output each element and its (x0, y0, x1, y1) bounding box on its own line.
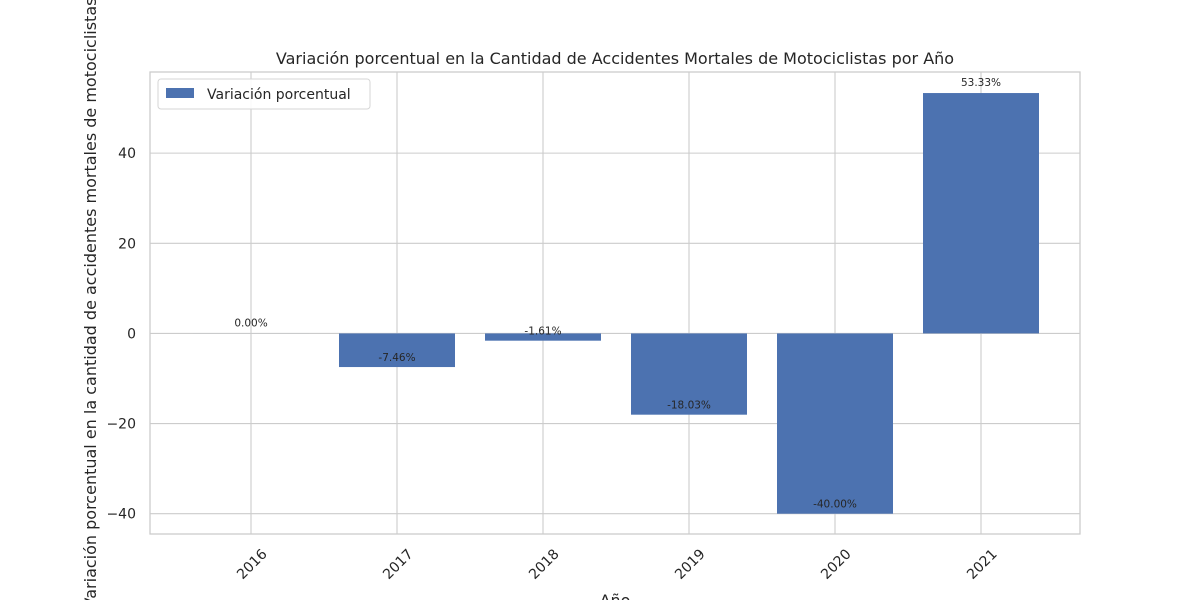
bar-label-2019: -18.03% (667, 400, 711, 412)
bar-2019 (631, 333, 747, 415)
bar-2020 (777, 333, 893, 514)
bar-2017 (339, 333, 455, 368)
y-tick-label: −40 (106, 507, 136, 523)
y-tick-label: 40 (118, 146, 136, 162)
x-tick-label-2016: 2016 (234, 546, 271, 583)
x-tick-label-2021: 2021 (964, 546, 1001, 583)
y-tick-label: 0 (127, 326, 136, 342)
chart-title: Variación porcentual en la Cantidad de A… (276, 49, 954, 68)
bars (193, 93, 1039, 514)
bar-label-2017: -7.46% (378, 352, 415, 364)
y-tick-labels: −40 −20 0 20 40 (106, 146, 136, 523)
y-axis-label: Variación porcentual en la cantidad de a… (81, 0, 100, 600)
bar-2021 (923, 93, 1039, 334)
x-axis-label: Año (600, 591, 631, 600)
x-tick-label-2019: 2019 (672, 546, 709, 583)
y-tick-label: 20 (118, 236, 136, 252)
bar-label-2020: -40.00% (813, 499, 857, 511)
legend: Variación porcentual (157, 78, 371, 110)
bar-label-2018: -1.61% (524, 326, 561, 338)
bar-label-2016: 0.00% (234, 317, 267, 329)
bar-2018 (485, 333, 601, 341)
x-tick-label-2020: 2020 (818, 546, 855, 583)
legend-label: Variación porcentual (207, 87, 351, 103)
bar-label-2021: 53.33% (961, 77, 1001, 89)
bar-value-labels: 0.00% -7.46% -1.61% -18.03% -40.00% 53.33% (234, 77, 1001, 511)
legend-box (157, 78, 371, 110)
y-tick-label: −20 (106, 417, 136, 433)
plot-frame (149, 71, 1081, 535)
x-tick-label-2017: 2017 (380, 546, 417, 583)
legend-swatch (166, 88, 194, 98)
x-tick-label-2018: 2018 (526, 546, 563, 583)
x-tick-labels: 2016 2017 2018 2019 2020 2021 (234, 546, 1001, 583)
